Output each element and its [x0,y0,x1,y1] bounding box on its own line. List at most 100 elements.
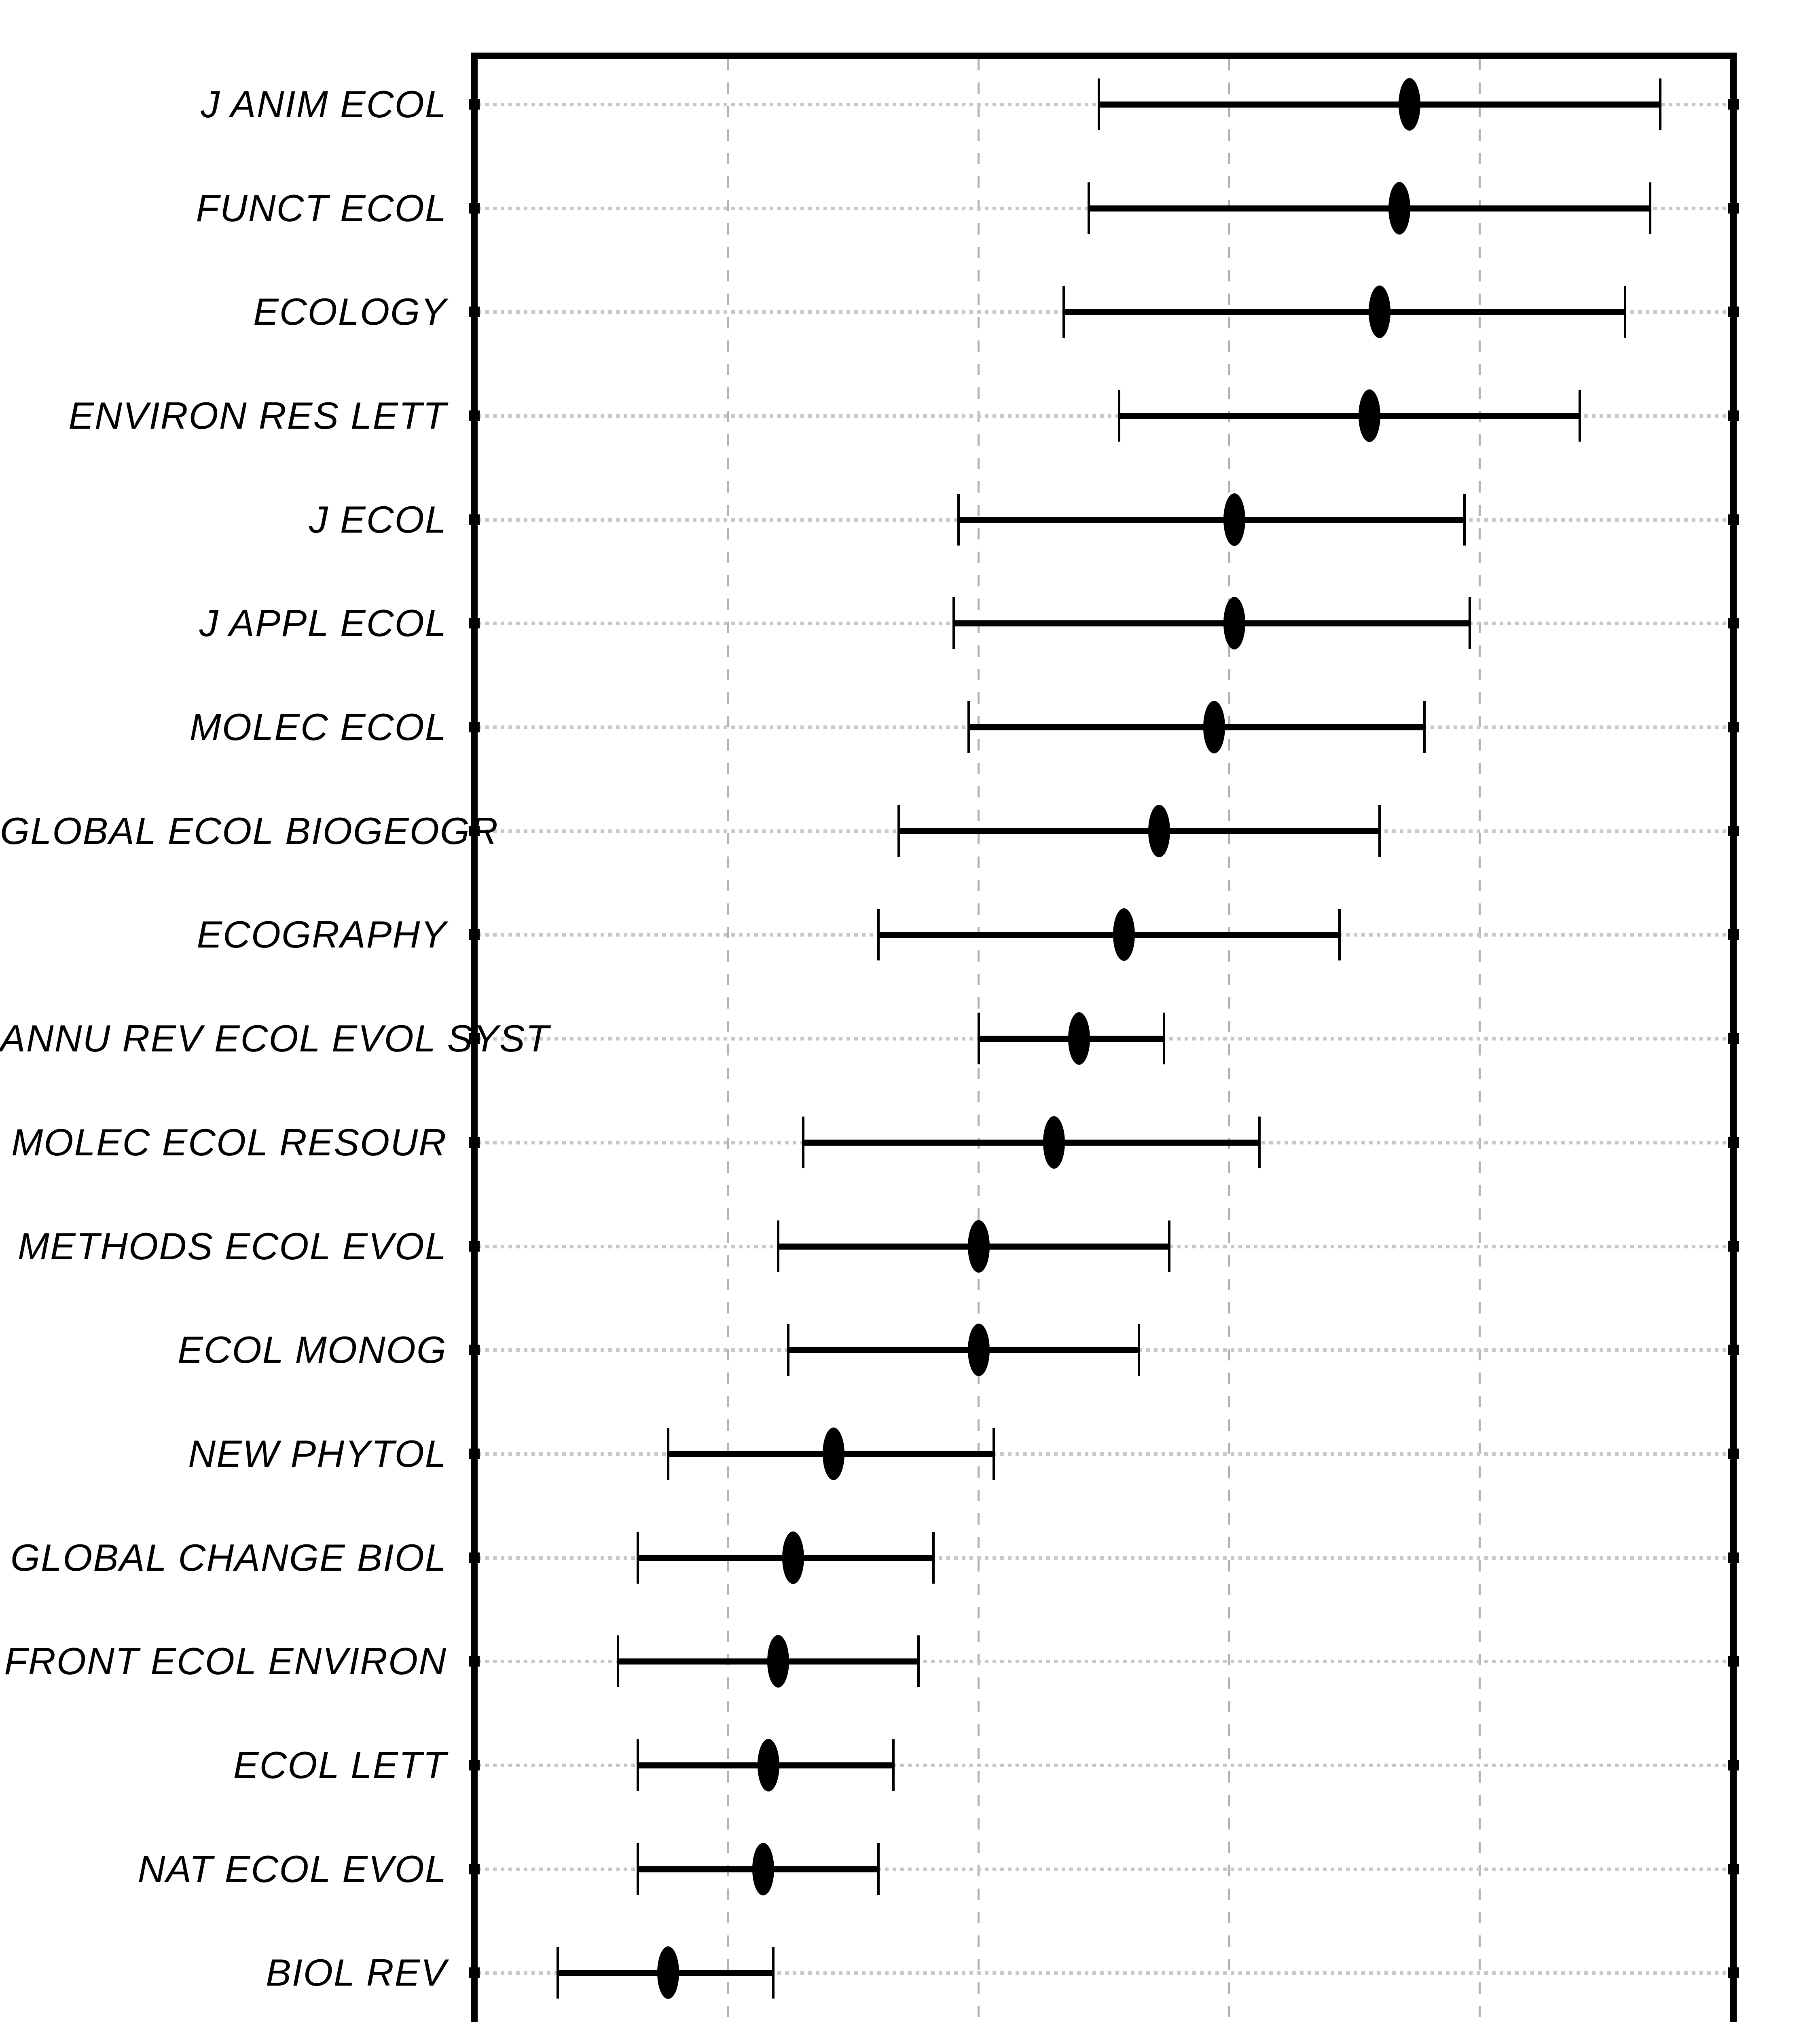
error-cap-low [637,1739,639,1791]
y-tick-right [1728,1656,1739,1667]
y-axis-label: FUNCT ECOL [196,186,447,229]
error-cap-low [957,493,960,546]
error-cap-low [952,597,955,649]
error-cap-high [1423,701,1426,753]
error-cap-low [877,909,880,961]
y-tick-left [469,203,480,214]
y-tick-left [469,1552,480,1563]
y-tick-left [469,1656,480,1667]
error-bar [959,516,1465,523]
error-cap-low [787,1324,790,1376]
error-cap-high [1579,390,1581,442]
y-tick-left [469,1137,480,1148]
error-bar [953,620,1470,627]
y-tick-right [1728,99,1739,110]
error-cap-high [1623,286,1626,338]
row-guide-line [478,1867,1730,1871]
error-cap-low [557,1947,559,1999]
y-tick-right [1728,1345,1739,1356]
error-cap-high [992,1428,995,1480]
error-cap-low [1062,286,1065,338]
y-tick-left [469,1241,480,1252]
y-axis-label: J APPL ECOL [199,602,447,645]
error-cap-low [1088,182,1090,234]
y-axis-label: ANNU REV ECOL EVOL SYST [0,1017,550,1060]
y-tick-left [469,722,480,733]
point-marker [967,1220,990,1273]
row-guide-line [478,414,1730,418]
error-cap-low [637,1531,639,1584]
y-tick-right [1728,1137,1739,1148]
y-tick-left [469,1448,480,1459]
error-cap-high [1659,78,1661,130]
y-tick-right [1728,307,1739,317]
error-cap-low [977,1013,980,1065]
y-tick-right [1728,514,1739,525]
y-axis-label: NEW PHYTOL [188,1432,447,1475]
row-guide-line [478,1763,1730,1767]
y-tick-left [469,307,480,317]
point-marker [1223,493,1245,546]
point-marker [782,1531,804,1584]
error-cap-low [1098,78,1100,130]
y-tick-left [469,1345,480,1356]
y-tick-left [469,410,480,421]
y-tick-left [469,99,480,110]
point-marker [1043,1116,1065,1169]
point-marker [1203,701,1225,754]
point-marker [657,1946,679,1999]
y-axis-label: METHODS ECOL EVOL [17,1225,447,1267]
error-cap-low [897,805,900,857]
row-guide-line [478,1660,1730,1664]
error-cap-low [802,1116,805,1168]
y-tick-left [469,1967,480,1978]
y-axis-label: J ECOL [309,498,447,541]
error-cap-low [967,701,970,753]
y-tick-left [469,1033,480,1044]
error-bar [1064,309,1625,315]
y-axis-label: ECOL LETT [233,1743,447,1786]
error-bar [788,1347,1139,1354]
point-marker [752,1842,775,1895]
plot-area [469,53,1739,2022]
error-cap-high [772,1947,775,1999]
error-bar [1099,102,1660,108]
point-marker [1359,389,1381,442]
error-cap-high [932,1531,935,1584]
point-marker [1148,804,1170,857]
y-tick-right [1728,722,1739,733]
row-guide-line [478,1452,1730,1456]
error-cap-high [1338,909,1341,961]
point-marker [1113,908,1135,961]
error-cap-high [1258,1116,1261,1168]
y-tick-right [1728,410,1739,421]
y-axis-label: FRONT ECOL ENVIRON [4,1640,447,1683]
error-bar [1119,413,1580,419]
y-tick-right [1728,203,1739,214]
y-axis-label: ENVIRON RES LETT [68,394,447,437]
error-cap-low [667,1428,669,1480]
y-tick-left [469,825,480,836]
error-bar [803,1139,1259,1146]
y-tick-left [469,1760,480,1770]
error-bar [878,932,1340,938]
error-bar [969,724,1425,731]
y-tick-right [1728,618,1739,629]
row-guide-line [478,1971,1730,1975]
error-cap-high [1468,597,1471,649]
error-cap-high [877,1843,880,1895]
y-tick-left [469,1863,480,1874]
point-marker [757,1739,779,1791]
error-cap-high [1138,1324,1141,1376]
error-cap-low [1117,390,1120,442]
y-axis-label: ECOL MONOG [178,1328,447,1371]
error-bar [898,828,1380,834]
point-marker [1399,78,1421,131]
y-axis-label: J ANIM ECOL [201,83,447,125]
y-axis-label: BIOL REV [266,1951,447,1994]
y-axis-label: ECOLOGY [253,290,447,333]
error-cap-high [1463,493,1466,546]
error-cap-low [616,1635,619,1688]
point-marker [1368,286,1390,338]
